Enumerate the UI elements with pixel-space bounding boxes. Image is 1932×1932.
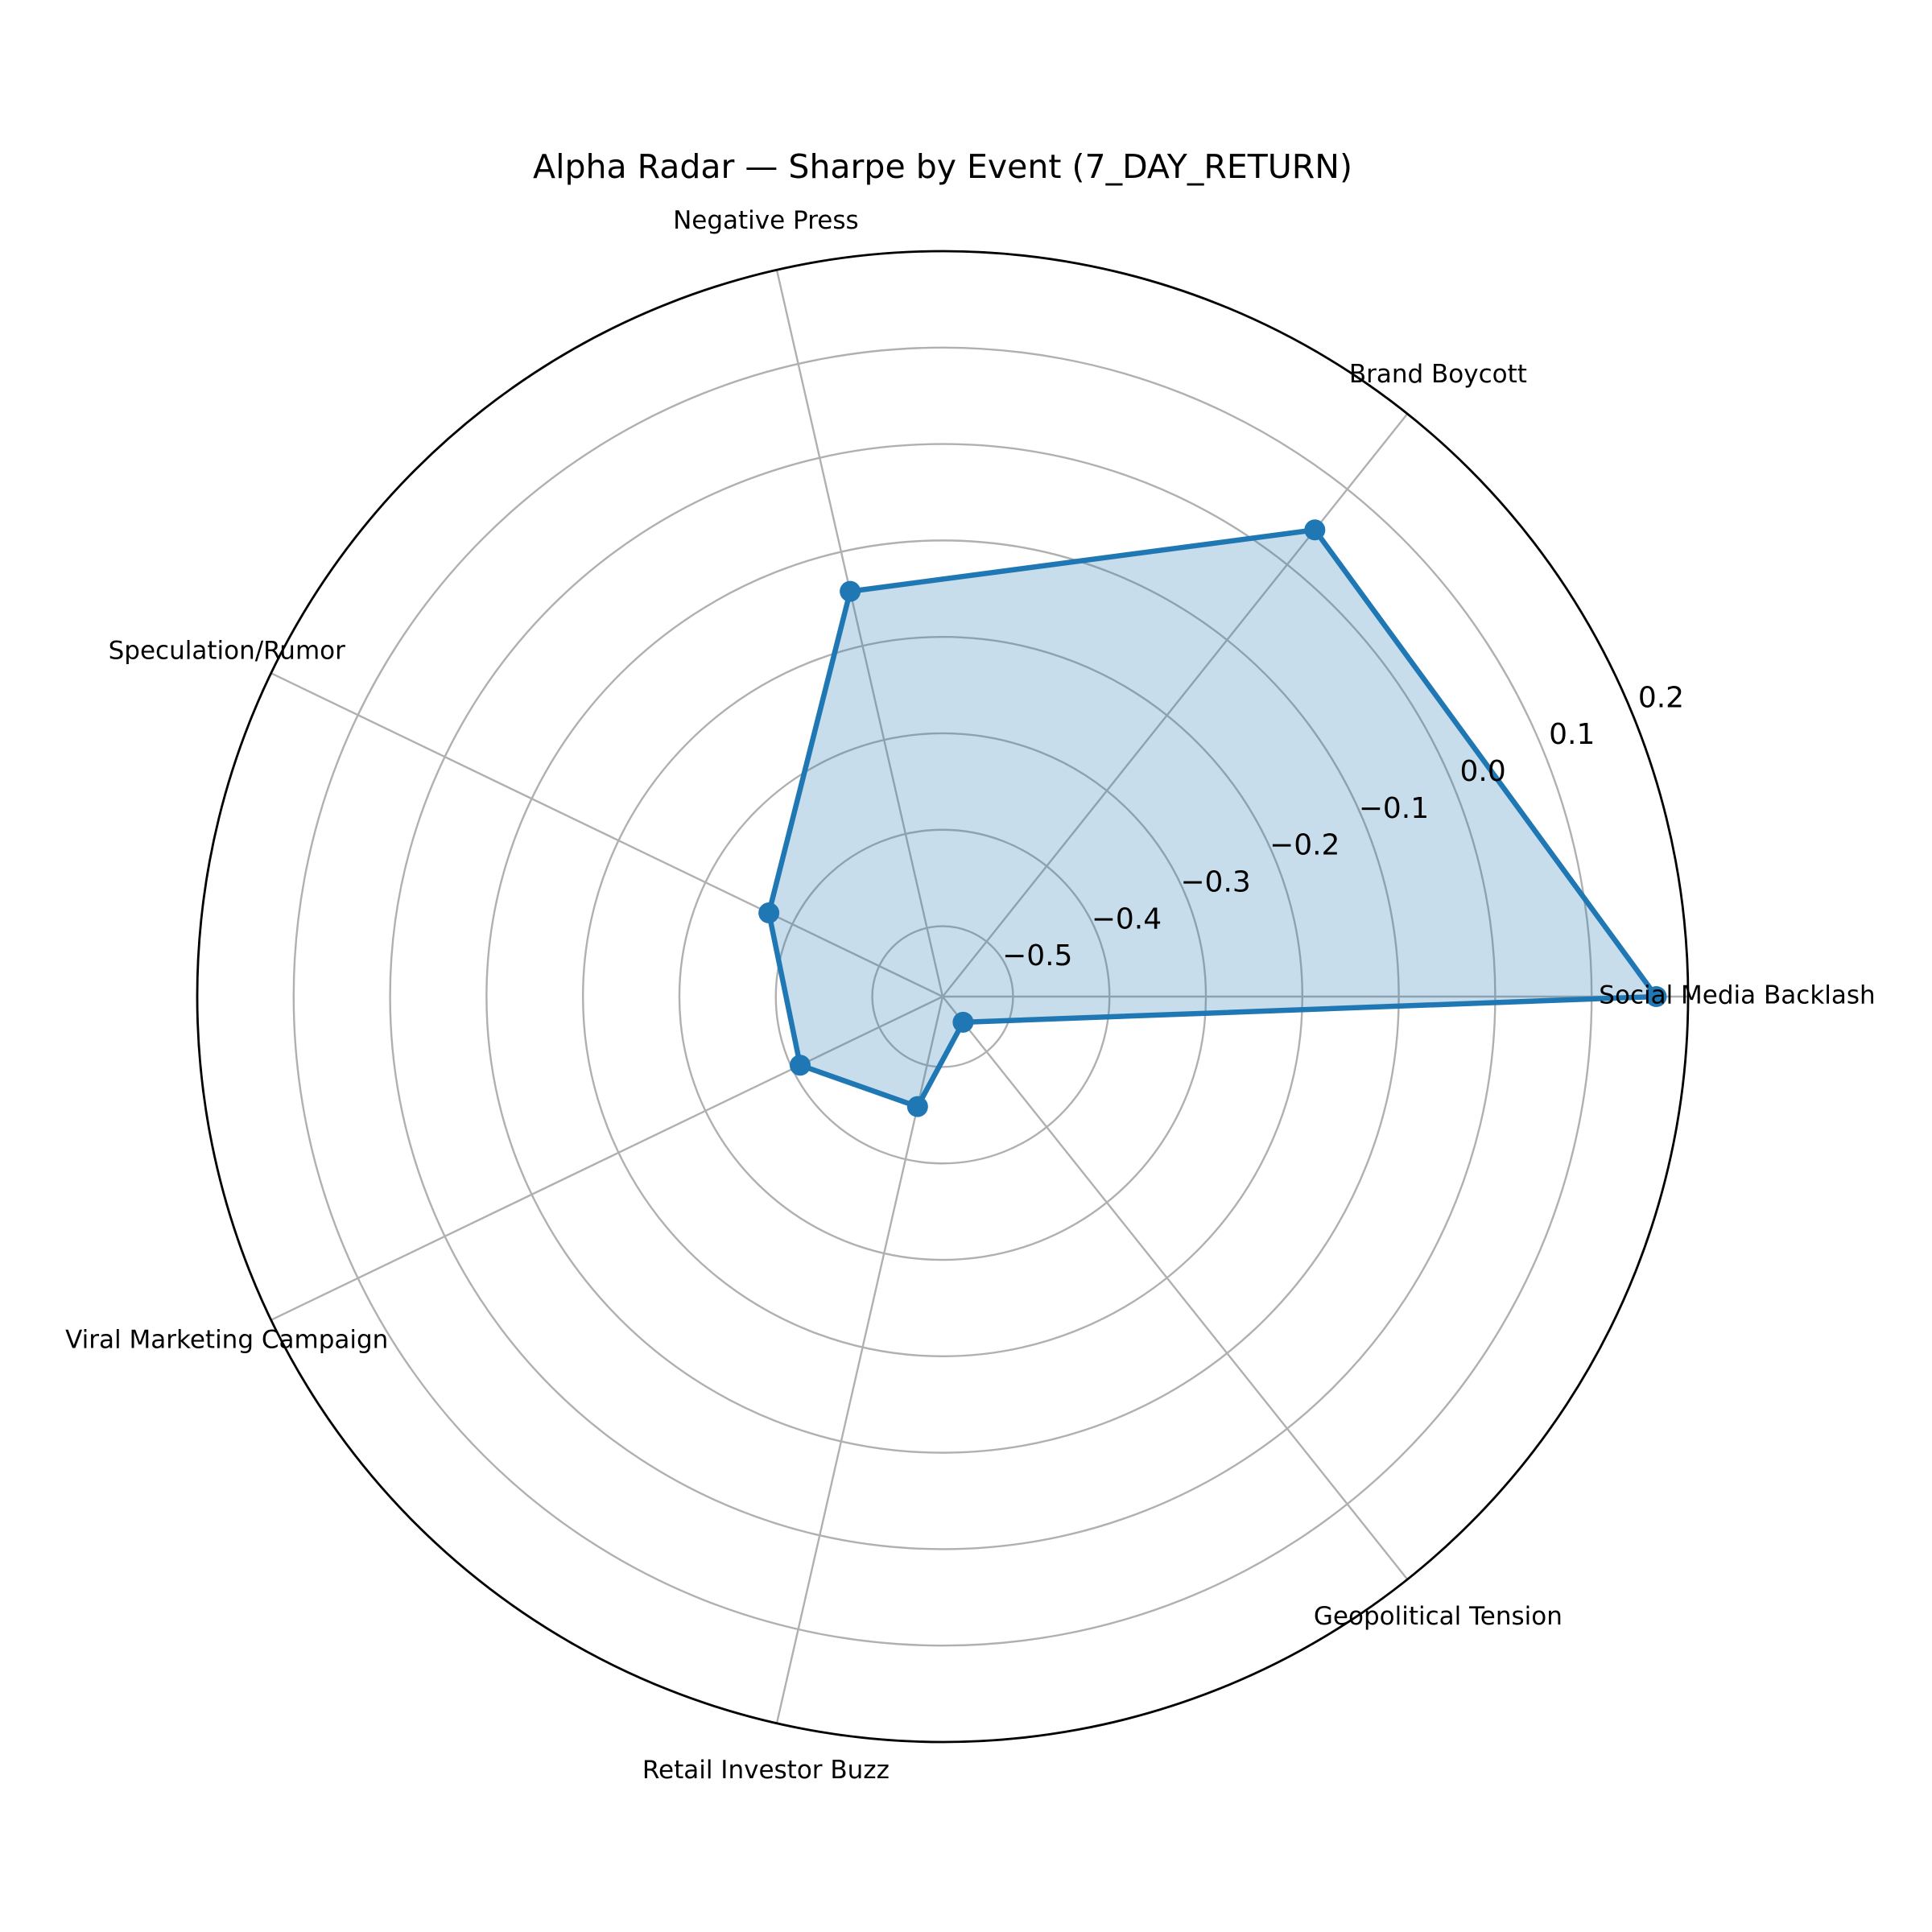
category-label: Social Media Backlash — [1599, 981, 1875, 1010]
marker — [789, 1055, 811, 1076]
spoke — [942, 413, 1409, 997]
category-label: Retail Investor Buzz — [642, 1756, 890, 1785]
marker — [906, 1096, 928, 1117]
marker — [758, 902, 780, 924]
spoke — [270, 672, 943, 998]
r-tick-label: 0.2 — [1638, 681, 1684, 714]
r-tick-label: −0.3 — [1180, 866, 1250, 899]
r-tick-label: 0.1 — [1549, 718, 1595, 751]
area — [769, 530, 1657, 1107]
r-tick-label: −0.5 — [1002, 939, 1072, 972]
spoke — [942, 996, 1409, 1580]
marker — [840, 580, 861, 602]
chart-title: Alpha Radar — Sharpe by Event (7_DAY_RET… — [533, 147, 1352, 186]
category-label: Negative Press — [673, 206, 859, 235]
frame — [196, 250, 1690, 1744]
category-label: Speculation/Rumor — [109, 636, 346, 665]
r-tick-label: −0.2 — [1269, 829, 1340, 862]
spoke — [775, 996, 944, 1724]
r-tick-label: 0.0 — [1459, 755, 1505, 788]
category-label: Geopolitical Tension — [1314, 1602, 1563, 1631]
r-tick-label: −0.4 — [1092, 902, 1162, 935]
r-tick-label: −0.1 — [1359, 792, 1429, 825]
marker — [952, 1011, 974, 1033]
spoke — [775, 269, 944, 997]
line — [766, 527, 1659, 1109]
spoke — [270, 995, 943, 1321]
marker — [1645, 986, 1667, 1007]
marker — [1304, 519, 1326, 541]
category-label: Brand Boycott — [1349, 360, 1527, 389]
category-label: Viral Marketing Campaign — [65, 1326, 388, 1355]
